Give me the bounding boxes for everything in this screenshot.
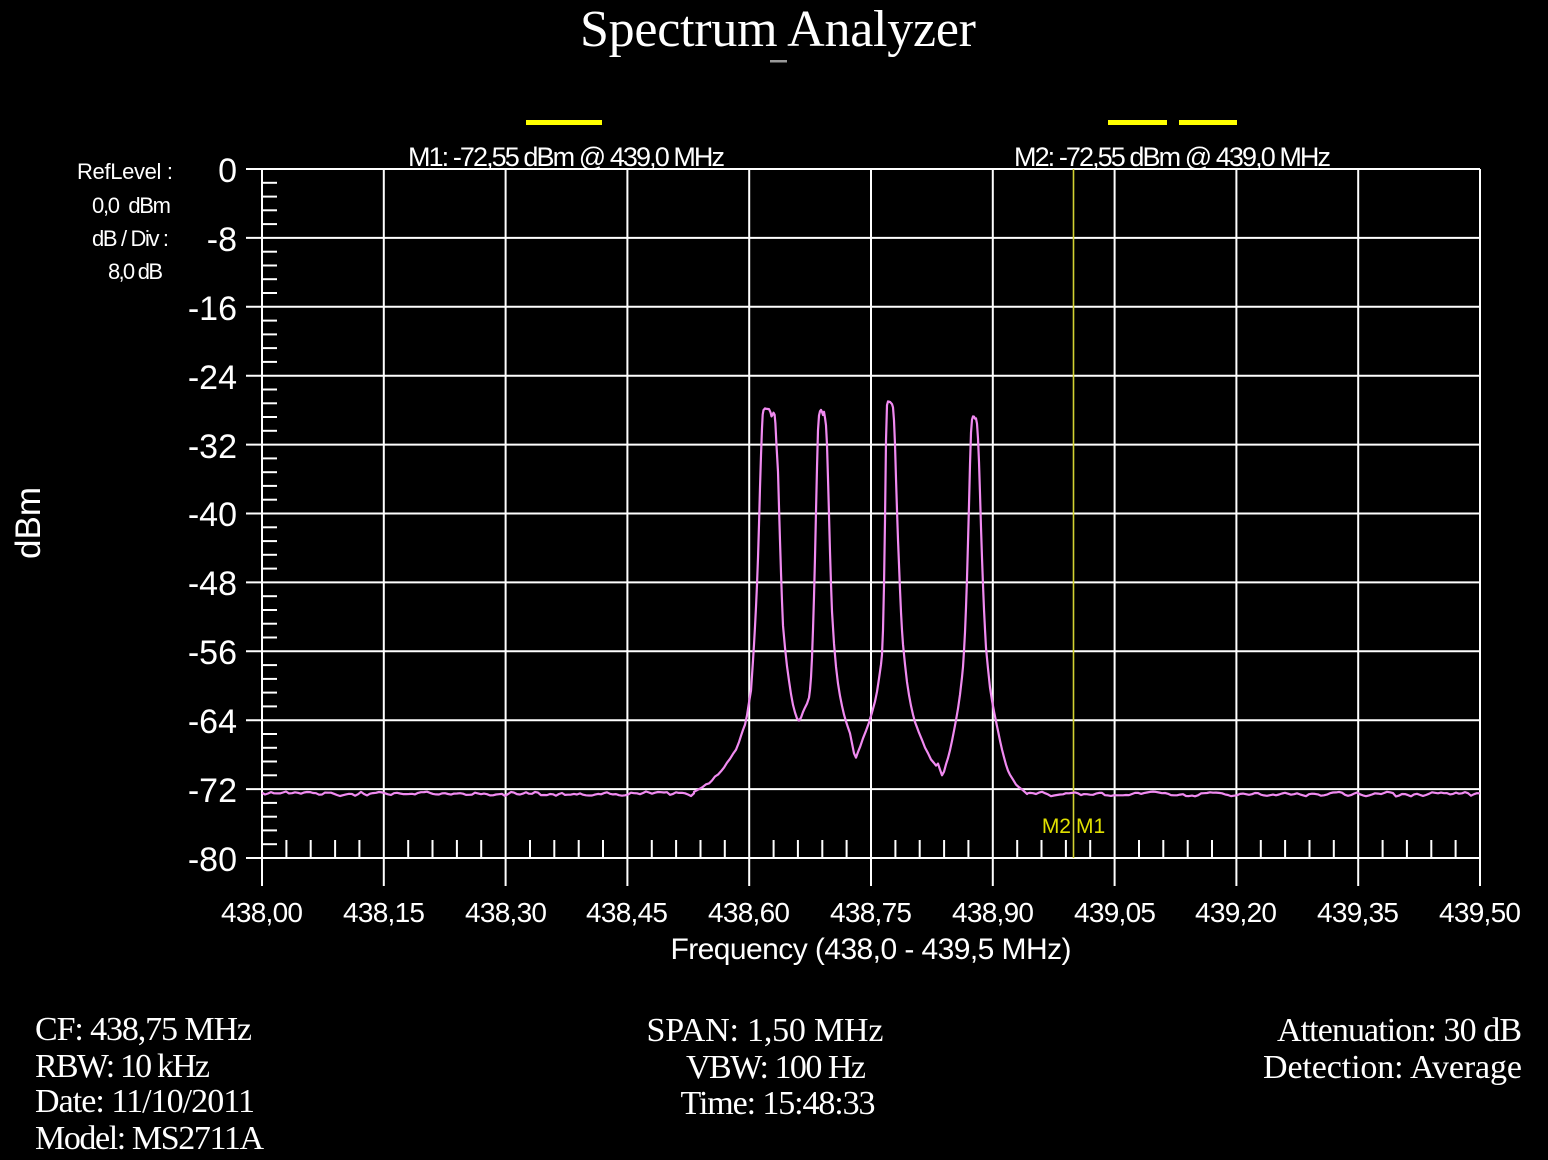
svg-text:Model: MS2711A: Model: MS2711A xyxy=(35,1120,264,1157)
svg-text:-8: -8 xyxy=(207,221,237,259)
svg-text:M2: M2 xyxy=(1042,815,1071,838)
svg-text:M1: -72,55 dBm @ 439,0 MHz: M1: -72,55 dBm @ 439,0 MHz xyxy=(408,142,725,172)
svg-text:SPAN: 1,50 MHz: SPAN: 1,50 MHz xyxy=(647,1012,884,1049)
svg-text:-32: -32 xyxy=(188,428,237,466)
svg-text:Frequency (438,0 - 439,5 MHz): Frequency (438,0 - 439,5 MHz) xyxy=(671,933,1072,966)
svg-text:-16: -16 xyxy=(188,290,237,328)
svg-text:8,0 dB: 8,0 dB xyxy=(108,259,163,284)
svg-text:0,0 dBm: 0,0 dBm xyxy=(92,193,171,218)
svg-text:439,35: 439,35 xyxy=(1317,897,1399,928)
svg-text:438,60: 438,60 xyxy=(708,897,790,928)
svg-text:438,15: 438,15 xyxy=(343,897,425,928)
svg-text:438,90: 438,90 xyxy=(952,897,1034,928)
svg-text:RBW: 10 kHz: RBW: 10 kHz xyxy=(35,1048,210,1085)
svg-text:M2: -72,55 dBm @ 439,0 MHz: M2: -72,55 dBm @ 439,0 MHz xyxy=(1014,142,1331,172)
svg-text:439,50: 439,50 xyxy=(1439,897,1521,928)
svg-text:-64: -64 xyxy=(188,703,237,741)
svg-text:-24: -24 xyxy=(188,359,237,397)
svg-text:Spectrum Analyzer: Spectrum Analyzer xyxy=(580,1,976,58)
svg-text:dB / Div :: dB / Div : xyxy=(92,226,169,251)
svg-text:-56: -56 xyxy=(188,634,237,672)
svg-text:439,05: 439,05 xyxy=(1074,897,1156,928)
svg-text:438,30: 438,30 xyxy=(465,897,547,928)
svg-text:dBm: dBm xyxy=(9,487,48,559)
svg-text:VBW: 100 Hz: VBW: 100 Hz xyxy=(686,1049,866,1086)
svg-text:CF: 438,75 MHz: CF: 438,75 MHz xyxy=(35,1011,252,1048)
svg-text:438,75: 438,75 xyxy=(830,897,912,928)
svg-text:-72: -72 xyxy=(188,772,237,810)
svg-text:439,20: 439,20 xyxy=(1195,897,1277,928)
svg-text:RefLevel :: RefLevel : xyxy=(77,159,173,184)
svg-text:Attenuation: 30 dB: Attenuation: 30 dB xyxy=(1277,1012,1522,1049)
svg-text:438,45: 438,45 xyxy=(586,897,668,928)
svg-text:-80: -80 xyxy=(188,841,237,879)
svg-text:438,00: 438,00 xyxy=(221,897,303,928)
svg-text:Date: 11/10/2011: Date: 11/10/2011 xyxy=(35,1083,255,1120)
svg-text:-40: -40 xyxy=(188,496,237,534)
svg-text:M1: M1 xyxy=(1076,815,1105,838)
svg-text:Detection: Average: Detection: Average xyxy=(1263,1049,1522,1086)
svg-text:0: 0 xyxy=(218,152,237,190)
svg-text:-48: -48 xyxy=(188,565,237,603)
svg-text:Time: 15:48:33: Time: 15:48:33 xyxy=(681,1085,876,1122)
